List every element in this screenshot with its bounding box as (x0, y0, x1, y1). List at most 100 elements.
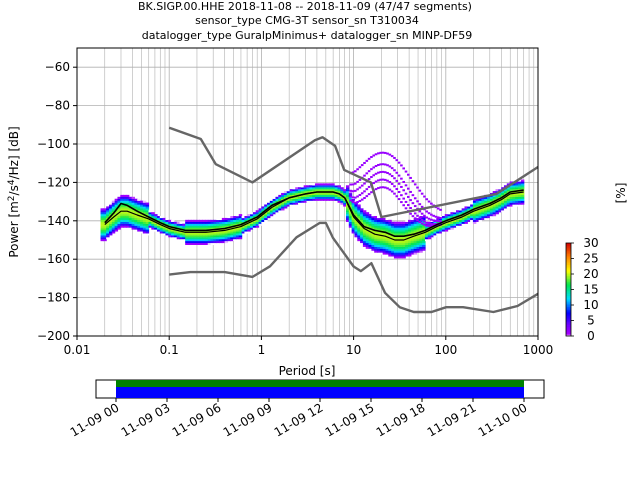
heatmap-cell (388, 252, 392, 255)
heatmap-cell (374, 172, 378, 175)
heatmap-cell (196, 219, 200, 222)
heatmap-cell (171, 221, 175, 224)
heatmap-cell (108, 208, 113, 211)
heatmap-cell (382, 239, 387, 242)
heatmap-cell (365, 172, 369, 175)
heatmap-cell (360, 231, 364, 234)
heatmap-cell (410, 229, 415, 232)
heatmap-cell (114, 217, 119, 221)
heatmap-cell (408, 227, 412, 230)
heatmap-cell (360, 239, 364, 242)
heatmap-cell (247, 214, 251, 217)
heatmap-cell (478, 217, 482, 221)
heatmap-cell (416, 223, 420, 226)
heatmap-cell (100, 235, 104, 238)
heatmap-cell (396, 256, 401, 259)
heatmap-cell (422, 225, 426, 228)
heatmap-cell (353, 189, 357, 192)
heatmap-cell (456, 225, 460, 228)
heatmap-cell (351, 204, 356, 207)
heatmap-cell (379, 225, 384, 228)
heatmap-cell (345, 187, 350, 190)
heatmap-cell (216, 235, 220, 238)
heatmap-cell (100, 225, 104, 228)
heatmap-cell (377, 233, 381, 236)
heatmap-cell (204, 242, 209, 245)
heatmap-cell (281, 202, 285, 205)
heatmap-cell (142, 231, 147, 234)
heatmap-cell (444, 225, 449, 228)
heatmap-cell (430, 202, 433, 205)
colorbar-swatch (566, 258, 571, 261)
heatmap-cell (202, 239, 206, 242)
heatmap-cell (512, 183, 516, 186)
heatmap-cell (360, 221, 364, 224)
heatmap-cell (489, 206, 494, 209)
heatmap-cell (399, 237, 404, 240)
heatmap-cell (204, 225, 209, 228)
heatmap-cell (340, 192, 344, 196)
heatmap-cell (413, 223, 418, 226)
heatmap-cell (331, 187, 336, 190)
heatmap-cell (405, 242, 409, 245)
heatmap-cell (159, 229, 164, 232)
heatmap-cell (193, 223, 198, 226)
heatmap-cell (354, 210, 358, 213)
heatmap-cell (408, 252, 412, 255)
heatmap-cell (134, 225, 138, 228)
heatmap-cell (498, 200, 502, 203)
heatmap-cell (362, 237, 367, 240)
heatmap-cell (190, 219, 195, 222)
heatmap-cell (329, 192, 333, 196)
heatmap-cell (409, 190, 412, 193)
heatmap-cell (100, 216, 104, 219)
heatmap-cell (351, 227, 356, 230)
heatmap-cell (103, 210, 107, 213)
heatmap-cell (399, 229, 404, 232)
heatmap-cell (283, 202, 288, 205)
heatmap-cell (154, 223, 158, 226)
heatmap-cell (360, 227, 364, 230)
heatmap-cell (238, 221, 243, 224)
heatmap-cell (317, 198, 322, 201)
heatmap-cell (357, 214, 361, 217)
heatmap-cell (385, 229, 389, 232)
heatmap-cell (199, 225, 203, 228)
heatmap-cell (501, 210, 505, 213)
heatmap-cell (388, 221, 392, 224)
heatmap-cell (193, 219, 198, 222)
heatmap-cell (515, 204, 519, 207)
heatmap-cell (405, 240, 409, 244)
heatmap-cell (509, 187, 514, 190)
heatmap-cell (430, 218, 433, 221)
heatmap-cell (252, 216, 257, 219)
heatmap-cell (182, 235, 186, 238)
heatmap-cell (312, 192, 316, 196)
heatmap-cell (185, 237, 189, 240)
heatmap-cell (227, 227, 231, 230)
heatmap-cell (312, 196, 316, 199)
heatmap-cell (425, 216, 429, 219)
heatmap-cell (314, 183, 319, 186)
heatmap-cell (396, 250, 401, 253)
heatmap-cell (142, 212, 147, 215)
heatmap-cell (303, 196, 308, 199)
heatmap-cell (453, 212, 457, 215)
heatmap-cell (487, 212, 491, 215)
heatmap-cell (142, 227, 147, 230)
heatmap-cell (408, 250, 412, 253)
heatmap-cell (224, 225, 229, 228)
heatmap-cell (156, 231, 161, 234)
heatmap-cell (337, 196, 341, 199)
heatmap-cell (278, 202, 282, 205)
heatmap-cell (357, 208, 361, 211)
heatmap-cell (371, 217, 375, 221)
heatmap-cell (450, 225, 454, 228)
heatmap-cell (300, 200, 305, 203)
heatmap-cell (388, 254, 392, 257)
heatmap-cell (413, 239, 418, 242)
heatmap-cell (108, 214, 113, 217)
heatmap-cell (264, 204, 268, 207)
heatmap-cell (340, 196, 344, 199)
heatmap-cell (145, 214, 150, 217)
